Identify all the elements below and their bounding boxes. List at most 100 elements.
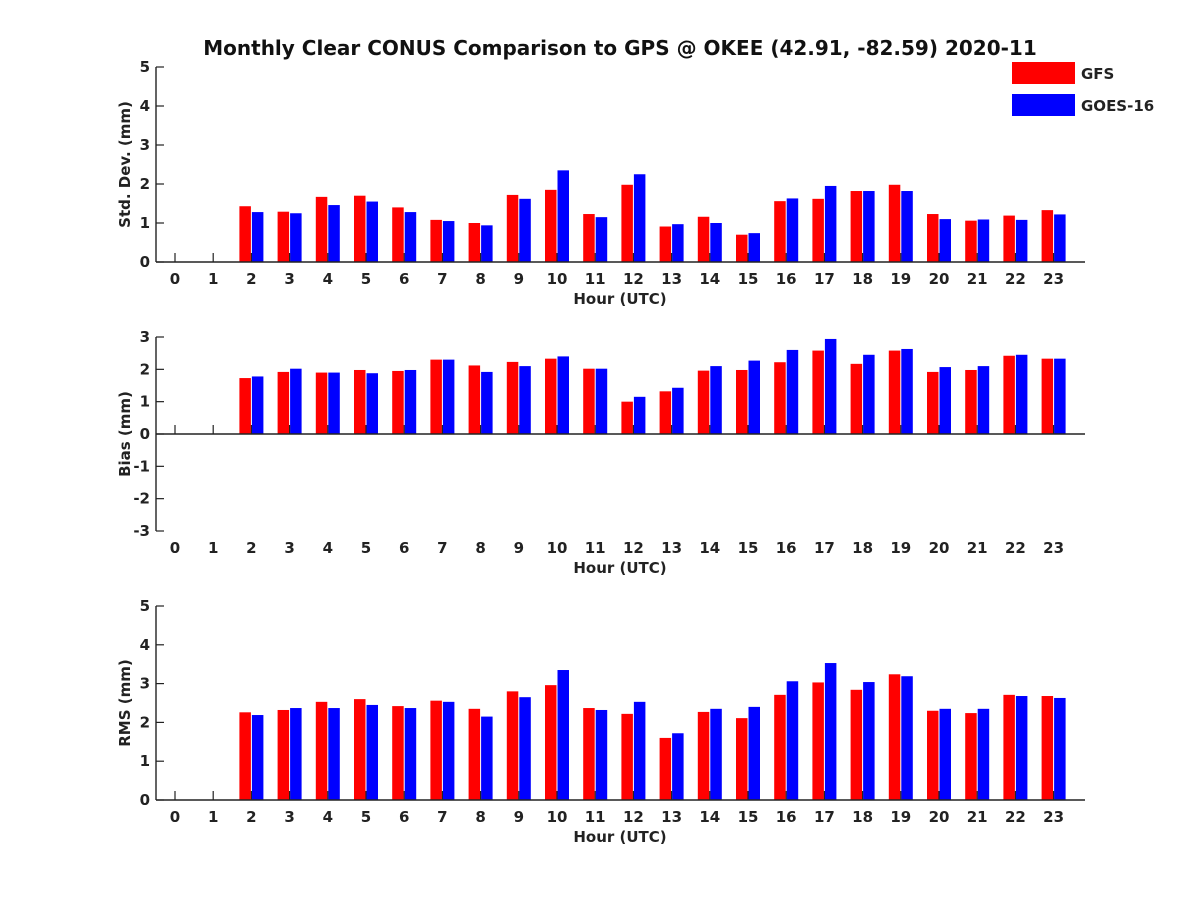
bar-2-gfs-7 [430,359,442,434]
x-axis-label-1: Hour (UTC) [573,290,666,308]
y-tick-label-3: 4 [140,636,150,654]
bar-2-gfs-22 [1003,355,1015,434]
bar-2-goes-16-4 [328,372,340,434]
bar-1-goes-16-22 [1015,219,1028,262]
x-tick-label-1: 15 [738,270,759,288]
x-tick-label-3: 7 [437,808,447,826]
bar-1-gfs-10 [545,189,557,262]
x-tick-label-1: 19 [890,270,911,288]
bar-1-gfs-22 [1003,215,1015,262]
bar-2-gfs-13 [659,391,672,434]
x-tick-label-3: 23 [1043,808,1064,826]
bar-2-goes-16-23 [1054,358,1066,434]
bar-3-gfs-11 [583,708,595,800]
x-tick-label-2: 18 [852,539,873,557]
bar-3-goes-16-23 [1054,697,1066,800]
x-tick-label-1: 20 [929,270,950,288]
y-tick-label-3: 3 [140,675,150,693]
bar-2-gfs-23 [1041,358,1054,434]
x-tick-label-3: 21 [967,808,988,826]
bar-1-gfs-8 [468,223,481,262]
bar-1-gfs-9 [506,194,519,262]
x-tick-label-3: 19 [890,808,911,826]
legend-label-gfs: GFS [1081,65,1114,83]
x-tick-label-2: 20 [929,539,950,557]
x-tick-label-3: 20 [929,808,950,826]
bar-3-gfs-6 [392,706,404,800]
bar-3-goes-16-17 [824,663,837,800]
bar-2-goes-16-13 [672,387,684,434]
bar-2-gfs-9 [506,361,519,434]
bar-1-goes-16-11 [595,217,608,262]
bar-3-goes-16-7 [442,701,455,800]
bar-3-gfs-3 [277,709,290,800]
bar-1-gfs-23 [1041,210,1054,262]
legend-label-goes-16: GOES-16 [1081,97,1154,115]
bar-3-gfs-21 [965,713,977,800]
bar-3-goes-16-3 [290,708,302,800]
bar-2-gfs-3 [277,371,290,434]
bar-1-goes-16-5 [366,201,378,262]
x-tick-label-2: 2 [246,539,256,557]
bar-1-goes-16-8 [481,225,493,262]
bar-2-gfs-15 [736,369,748,434]
bar-3-goes-16-18 [863,682,875,800]
bar-2-goes-16-14 [710,366,722,434]
bar-1-gfs-12 [621,184,633,262]
y-tick-label-2: 1 [140,393,150,411]
bar-1-goes-16-15 [748,233,760,262]
x-tick-label-2: 13 [661,539,682,557]
x-tick-label-1: 0 [170,270,180,288]
x-tick-label-1: 5 [361,270,371,288]
bar-2-goes-16-3 [290,368,302,434]
bar-3-gfs-10 [545,685,557,800]
bar-2-goes-16-12 [633,396,646,434]
bar-3-gfs-18 [850,689,863,800]
bar-3-gfs-13 [659,737,672,800]
bar-2-gfs-17 [812,350,824,434]
bar-3-goes-16-12 [633,701,646,800]
bar-1-goes-16-6 [404,212,417,262]
x-tick-label-1: 23 [1043,270,1064,288]
x-tick-label-1: 18 [852,270,873,288]
bar-1-gfs-16 [774,201,786,262]
bar-3-gfs-22 [1003,694,1015,800]
bar-3-goes-16-14 [710,708,722,800]
bar-2-goes-16-5 [366,373,378,434]
bar-3-goes-16-10 [557,670,569,800]
x-tick-label-1: 21 [967,270,988,288]
bar-2-gfs-12 [621,401,633,434]
bar-3-gfs-17 [812,682,824,800]
bar-3-gfs-7 [430,700,442,800]
bar-2-goes-16-8 [481,371,493,434]
x-tick-label-3: 3 [284,808,294,826]
bar-3-gfs-15 [736,718,748,800]
y-tick-label-3: 1 [140,752,150,770]
bar-1-goes-16-13 [672,224,684,262]
bar-3-goes-16-4 [328,708,340,800]
bar-3-gfs-14 [697,711,710,800]
x-tick-label-2: 5 [361,539,371,557]
bar-3-gfs-8 [468,708,481,800]
bar-3-goes-16-22 [1015,696,1028,800]
bar-2-gfs-5 [354,369,366,434]
y-tick-label-1: 2 [140,175,150,193]
bar-1-gfs-20 [927,214,939,262]
bar-1-goes-16-2 [251,212,264,262]
x-tick-label-1: 12 [623,270,644,288]
bar-2-goes-16-6 [404,369,417,434]
bar-1-goes-16-10 [557,170,569,262]
bar-2-goes-16-18 [863,354,875,434]
y-axis-label-2: Bias (mm) [116,391,134,477]
x-tick-label-1: 22 [1005,270,1026,288]
y-tick-label-1: 4 [140,97,150,115]
x-tick-label-3: 0 [170,808,180,826]
x-tick-label-3: 18 [852,808,873,826]
bar-1-gfs-14 [697,216,710,262]
bar-1-gfs-6 [392,207,404,262]
bar-2-gfs-4 [315,372,328,434]
bar-2-gfs-8 [468,365,481,434]
bar-2-gfs-20 [927,371,939,434]
